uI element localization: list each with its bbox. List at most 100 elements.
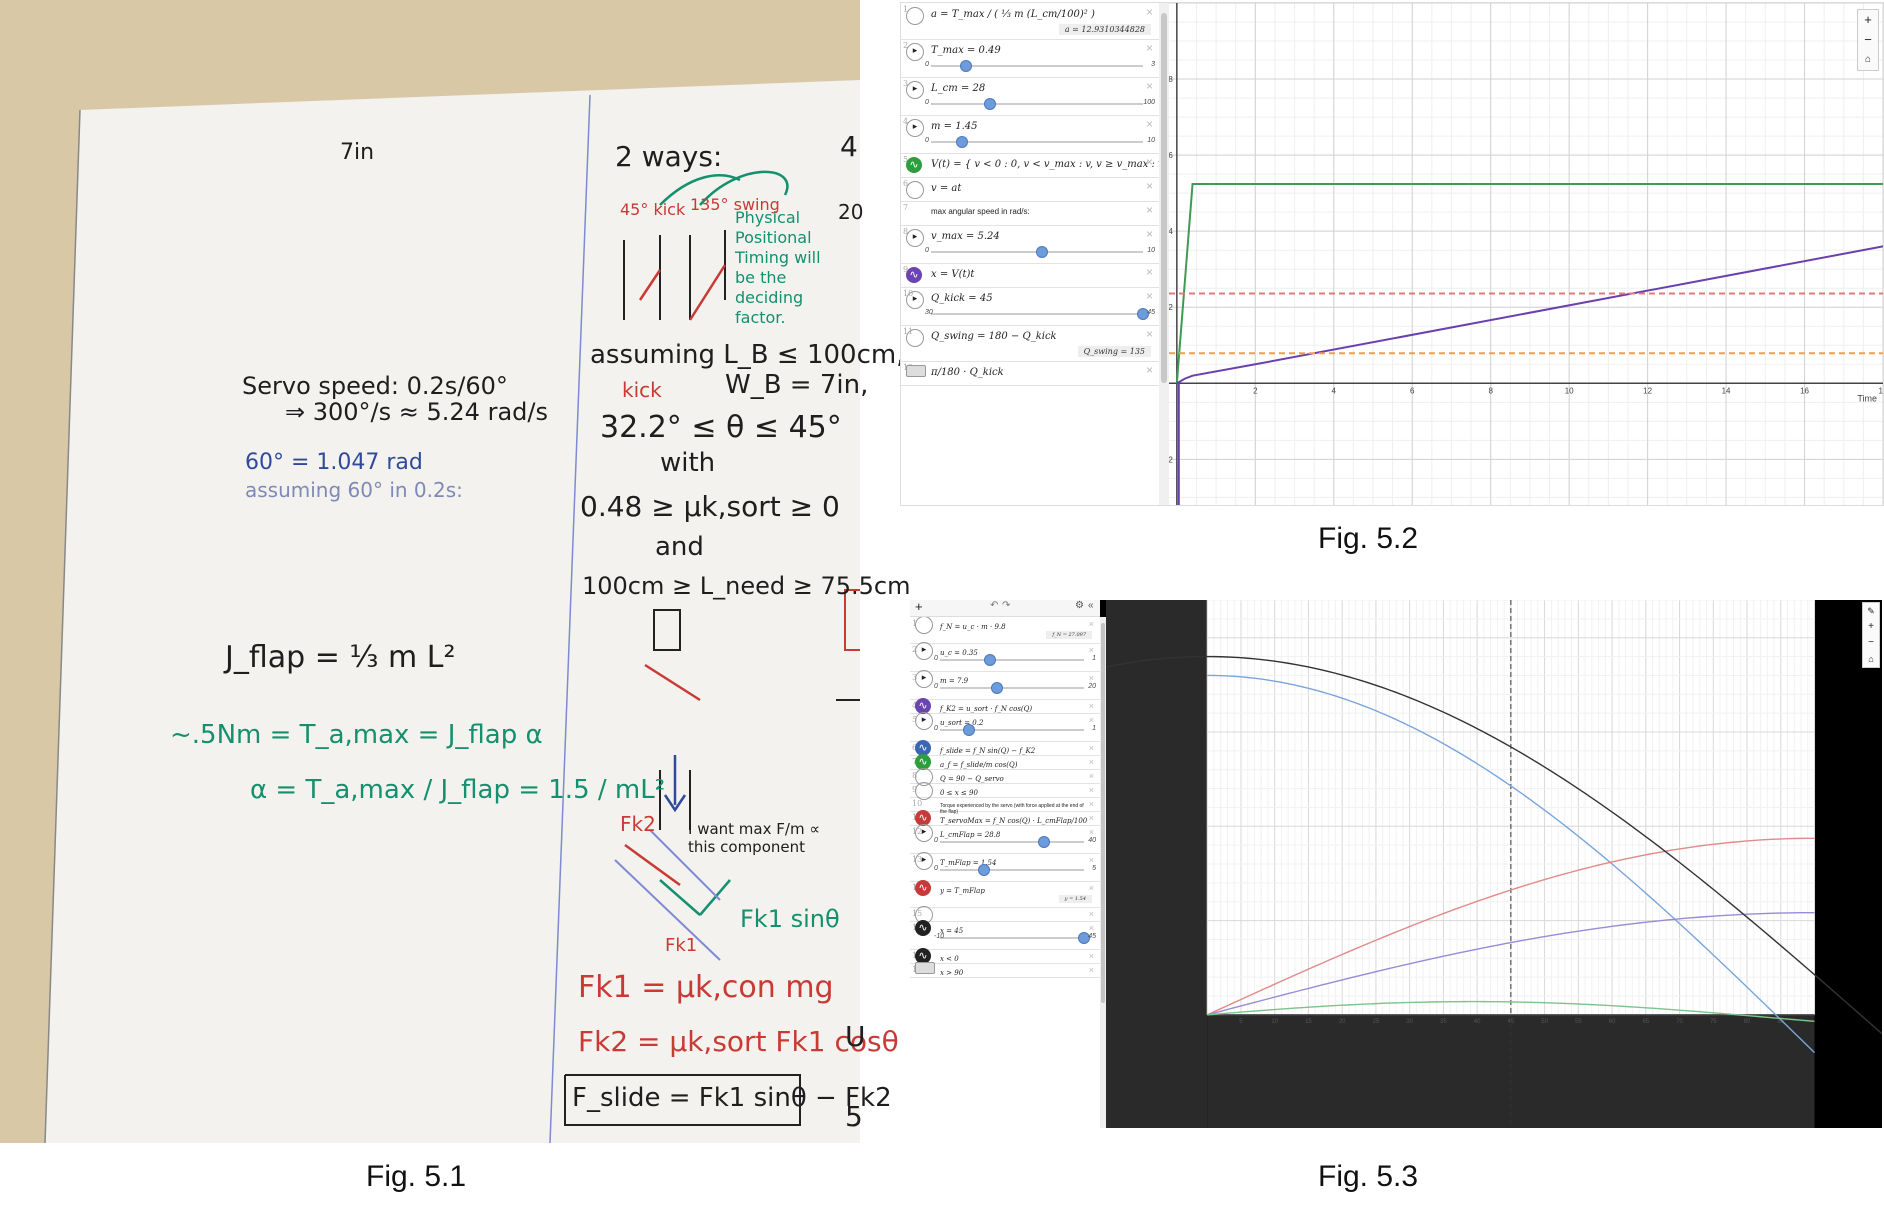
expression-text[interactable]: a = T_max / ( ⅓ m (L_cm/100)² ) [931, 9, 1095, 20]
slider-min[interactable]: 0 [925, 137, 929, 144]
delete-expression-icon[interactable]: × [1088, 701, 1094, 711]
expression-text[interactable]: T_mFlap = 1.54 [940, 859, 997, 867]
expression-text[interactable]: u_c = 0.35 [940, 649, 978, 657]
expression-text[interactable]: u_sort = 0.2 [940, 719, 984, 727]
slider-max[interactable]: 100 [1143, 99, 1155, 106]
expression-text[interactable]: L_cm = 28 [931, 83, 986, 94]
expression-row[interactable]: 12 ▸ L_cmFlap = 28.8 × 0 40 [910, 824, 1100, 854]
expression-row[interactable]: 11∿T_servoMax = f_N cos(Q) · L_cmFlap/10… [910, 810, 1100, 826]
expression-row[interactable]: 4 ▸ m = 1.45 × 0 10 [901, 115, 1159, 154]
slider-handle[interactable] [1137, 308, 1149, 320]
expression-text[interactable]: T_max = 0.49 [931, 45, 1001, 56]
value-slider[interactable]: -10 45 [934, 932, 1096, 944]
play-slider-icon[interactable]: ▸ [906, 291, 924, 309]
slider-max[interactable]: 5 [1092, 865, 1096, 872]
zoom-in-icon[interactable]: + [1864, 12, 1872, 27]
expression-row[interactable]: 1 a = T_max / ( ⅓ m (L_cm/100)² ) × a = 12.… [901, 3, 1159, 40]
expression-row[interactable]: 6∿ f_slide = f_N sin(Q) − f_K2 × [910, 740, 1100, 756]
expression-row[interactable]: 2 ▸ u_c = 0.35 × 0 1 [910, 642, 1100, 672]
value-slider[interactable]: 0 10 [925, 136, 1155, 148]
expression-row[interactable]: 13 ▸ T_mFlap = 1.54 × 0 5 [910, 852, 1100, 882]
expression-row[interactable]: 4∿ f_K2 = u_sort · f_N cos(Q) × [910, 698, 1100, 714]
play-slider-icon[interactable]: ▸ [915, 712, 933, 730]
play-slider-icon[interactable]: ▸ [915, 670, 933, 688]
expression-row[interactable]: 2 ▸ T_max = 0.49 × 0 3 [901, 39, 1159, 78]
delete-expression-icon[interactable]: × [1145, 289, 1153, 303]
graph-visibility-icon[interactable]: ∿ [915, 754, 931, 770]
slider-max[interactable]: 40 [1088, 837, 1096, 844]
graph-area[interactable]: 2 4 6 8 10 12 14 16 18 -2 2 4 6 8 Time [1169, 3, 1883, 505]
expression-text[interactable]: y = T_mFlap [940, 887, 985, 895]
slider-handle[interactable] [984, 98, 997, 110]
play-slider-icon[interactable]: ▸ [915, 852, 933, 870]
slider-handle[interactable] [978, 864, 991, 876]
expression-row[interactable]: 10 ▸ Q_kick = 45 × 30 45 [901, 287, 1159, 326]
note-icon[interactable] [906, 205, 922, 221]
delete-expression-icon[interactable]: × [1145, 5, 1153, 19]
graph-visibility-icon[interactable]: ∿ [906, 157, 922, 173]
expression-row[interactable]: 12π/180 · Q_kick× [901, 361, 1159, 386]
expression-text[interactable]: x = V(t)t [931, 269, 975, 280]
home-icon[interactable]: ⌂ [1868, 654, 1874, 664]
delete-expression-icon[interactable]: × [1145, 363, 1153, 377]
keyboard-icon[interactable] [906, 365, 926, 377]
expression-row[interactable]: 11 Q_swing = 180 − Q_kick × Q_swing = 135 [901, 325, 1159, 362]
graph-visibility-icon[interactable]: ∿ [915, 740, 931, 756]
delete-expression-icon[interactable]: × [1145, 117, 1153, 131]
hidden-graph-icon[interactable] [915, 617, 933, 634]
graph-visibility-icon[interactable]: ∿ [915, 948, 931, 964]
expression-row[interactable]: 5 ∿ V(t) = { v < 0 : 0, v < v_max : v, v ≥… [901, 153, 1159, 178]
slider-handle[interactable] [1036, 246, 1049, 258]
expression-text[interactable]: a_f = f_slide/m cos(Q) [940, 761, 1018, 769]
home-icon[interactable]: ⌂ [1864, 54, 1872, 65]
play-slider-icon[interactable]: ▸ [906, 43, 924, 61]
delete-expression-icon[interactable]: × [1145, 155, 1153, 169]
delete-expression-icon[interactable]: × [1088, 645, 1094, 655]
expression-row[interactable]: 7∿ a_f = f_slide/m cos(Q) × [910, 754, 1100, 770]
slider-max[interactable]: 10 [1147, 137, 1155, 144]
expression-text[interactable]: x > 90 [940, 969, 964, 977]
expression-row[interactable]: 5 ▸ u_sort = 0.2 × 0 1 [910, 712, 1100, 742]
add-expression-icon[interactable]: + [915, 599, 923, 614]
expression-text[interactable]: f_slide = f_N sin(Q) − f_K2 [940, 747, 1036, 755]
delete-expression-icon[interactable]: × [1088, 855, 1094, 865]
delete-expression-icon[interactable]: × [1145, 227, 1153, 241]
expression-text[interactable]: x = 45 [940, 927, 964, 935]
collapse-icon[interactable]: « [1088, 600, 1094, 611]
expression-text[interactable]: Q_kick = 45 [931, 293, 993, 304]
expression-text[interactable]: V(t) = { v < 0 : 0, v < v_max : v, v ≥ v… [931, 159, 1159, 170]
expression-text[interactable]: m = 7.9 [940, 677, 969, 685]
graph-visibility-icon[interactable]: ∿ [915, 920, 931, 936]
delete-expression-icon[interactable]: × [1088, 965, 1094, 975]
expression-row[interactable]: 9 0 ≤ x ≤ 90 × [910, 782, 1100, 800]
expression-row[interactable]: 10 Torque experienced by the servo (with … [910, 797, 1100, 815]
slider-min[interactable]: 0 [925, 61, 929, 68]
value-slider[interactable]: 0 40 [934, 836, 1096, 848]
value-slider[interactable]: 0 20 [934, 682, 1096, 694]
expression-text[interactable]: Q_swing = 180 − Q_kick [931, 331, 1057, 342]
expression-text[interactable]: π/180 · Q_kick [931, 367, 1004, 378]
expression-row[interactable]: 14∿y = T_mFlap×y = 1.54 [910, 880, 1100, 908]
keyboard-icon[interactable] [915, 962, 935, 974]
delete-expression-icon[interactable]: × [1088, 673, 1094, 683]
expression-text[interactable]: v_max = 5.24 [931, 231, 1000, 242]
slider-handle[interactable] [1037, 836, 1050, 848]
expression-row[interactable]: 8 Q = 90 − Q_servo × [910, 768, 1100, 786]
expression-text[interactable]: 0 ≤ x ≤ 90 [940, 789, 978, 797]
delete-expression-icon[interactable]: × [1088, 785, 1094, 795]
delete-expression-icon[interactable]: × [1088, 619, 1094, 629]
expression-text[interactable]: L_cmFlap = 28.8 [940, 831, 1001, 839]
slider-handle[interactable] [955, 136, 968, 148]
slider-min[interactable]: 0 [934, 725, 938, 732]
delete-expression-icon[interactable]: × [1145, 179, 1153, 193]
expression-text[interactable]: f_K2 = u_sort · f_N cos(Q) [940, 705, 1033, 713]
delete-expression-icon[interactable]: × [1145, 327, 1153, 341]
value-slider[interactable]: 30 45 [925, 308, 1155, 320]
hidden-graph-icon[interactable] [915, 782, 933, 800]
delete-expression-icon[interactable]: × [1088, 715, 1094, 725]
play-slider-icon[interactable]: ▸ [915, 642, 933, 660]
play-slider-icon[interactable]: ▸ [915, 824, 933, 842]
expression-text[interactable]: Q = 90 − Q_servo [940, 775, 1004, 783]
